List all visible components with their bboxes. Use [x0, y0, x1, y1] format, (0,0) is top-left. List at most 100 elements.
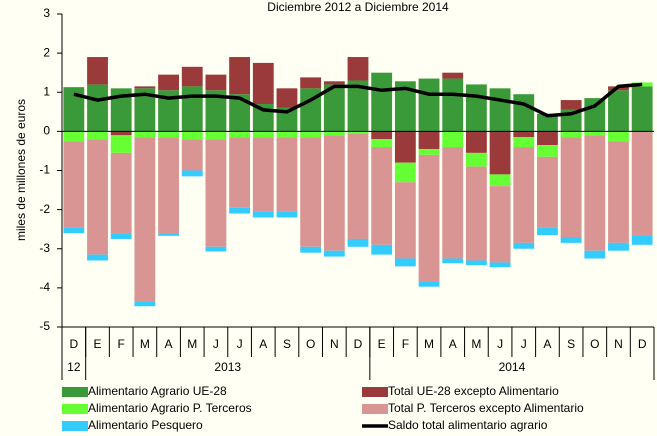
y-tick-label: -4 [39, 280, 50, 294]
bar-segment [181, 131, 203, 140]
y-tick-label: -1 [39, 163, 50, 177]
bar-segment [465, 152, 487, 167]
bar-segment [205, 74, 227, 91]
bar-segment [513, 131, 535, 138]
line [73, 82, 643, 118]
bar-segment [300, 246, 322, 253]
bar-segment [229, 57, 251, 95]
bar-segment [181, 66, 203, 87]
x-tick-label: J [237, 337, 243, 351]
bar-segment [158, 233, 179, 236]
bar-segment [537, 131, 558, 146]
bar-segment [181, 139, 203, 171]
bar-segment [631, 86, 653, 132]
bar-segment [181, 86, 203, 132]
year-label: 2014 [499, 360, 526, 374]
bar-segment [465, 131, 487, 153]
x-tick-label: M [471, 337, 481, 351]
bar-segment [63, 141, 85, 228]
legend-swatch [62, 421, 88, 431]
y-axis-label: miles de millones de euros [14, 99, 28, 241]
bar-segment [323, 135, 345, 251]
x-tick-label: N [330, 337, 339, 351]
bar-segment [276, 131, 298, 138]
bar-segment [158, 74, 179, 91]
bar-segment [537, 227, 558, 236]
bar-segment [158, 90, 179, 132]
legend-label: Total UE-28 excepto Alimentario [388, 384, 559, 398]
bar-segment [276, 137, 298, 212]
x-tick-label: S [567, 337, 575, 351]
bar-segment [442, 72, 464, 79]
bar-segment [394, 182, 416, 259]
x-tick-label: M [187, 337, 197, 351]
bar-segment [87, 57, 108, 85]
bar-segment [347, 131, 369, 134]
bar-segment [87, 84, 108, 132]
bar-segment [347, 238, 369, 247]
bar-segment [110, 152, 132, 234]
bar-segment [300, 88, 322, 132]
bar-segment [560, 137, 582, 238]
x-tick-label: D [70, 337, 79, 351]
bar-segment [513, 242, 535, 249]
x-tick-label: A [259, 337, 267, 351]
bar-segment [87, 139, 108, 255]
bar-segment [489, 88, 511, 132]
bar-segment [371, 72, 393, 132]
bar-segment [63, 87, 85, 132]
x-tick-label: O [306, 337, 315, 351]
x-tick-label: F [118, 337, 125, 351]
bar-segment [394, 131, 416, 163]
x-tick-label: N [614, 337, 623, 351]
bar-segment [347, 57, 369, 81]
bar-segment [252, 131, 274, 138]
bar-segment [205, 131, 227, 140]
bar-segment [489, 186, 511, 263]
bar-segment [537, 156, 558, 228]
bar-segment [371, 139, 393, 148]
y-tick-label: -3 [39, 241, 50, 255]
chart-title: Diciembre 2012 a Diciembre 2014 [267, 0, 449, 14]
y-tick-label: 0 [43, 124, 50, 138]
legend-swatch [362, 387, 388, 397]
bar-segment [584, 131, 606, 136]
bar-segment [489, 131, 511, 175]
bar-segment [513, 147, 535, 243]
bar-segment [87, 131, 108, 140]
bar-segment [394, 258, 416, 267]
bar-segment [418, 78, 440, 132]
bar-segment [87, 254, 108, 261]
bar-segment [560, 237, 582, 243]
bar-segment [394, 162, 416, 183]
bar-segment [134, 88, 156, 132]
bar-segment [134, 131, 156, 138]
year-label: 12 [67, 360, 81, 374]
x-tick-label: J [497, 337, 503, 351]
bar-segment [418, 154, 440, 283]
bar-segment [323, 84, 345, 132]
bar-segment [134, 137, 156, 302]
bar-segment [584, 250, 606, 259]
bar-segment [418, 282, 440, 287]
bar-segment [229, 131, 251, 138]
x-tick-label: S [283, 337, 291, 351]
bar-segment [371, 131, 393, 140]
x-tick-label: A [543, 337, 551, 351]
bar-segment [300, 77, 322, 89]
x-tick-label: D [354, 337, 363, 351]
bar-segment [205, 90, 227, 132]
bar-segment [371, 244, 393, 255]
bar-segment [276, 107, 298, 132]
y-tick-label: -5 [39, 319, 50, 333]
legend-label: Alimentario Agrario P. Terceros [88, 401, 252, 415]
x-tick-label: A [449, 337, 457, 351]
x-tick-label: F [402, 337, 409, 351]
x-tick-label: A [165, 337, 173, 351]
bar-segment [276, 88, 298, 108]
bar-segment [300, 137, 322, 247]
legend-label: Saldo total alimentario agrario [388, 418, 548, 432]
bar-segment [110, 131, 132, 136]
legend-swatch [362, 404, 388, 414]
